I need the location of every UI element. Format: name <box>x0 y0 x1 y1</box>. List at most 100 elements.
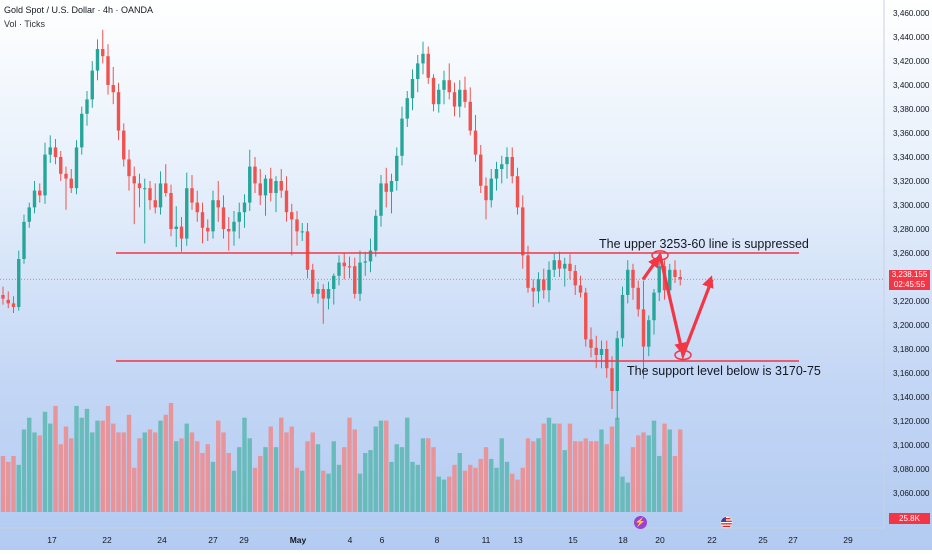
volume-bar <box>368 450 373 512</box>
candle-body <box>515 176 520 208</box>
price-axis-label: 3,300.000 <box>893 201 930 210</box>
arrow-head-up-first <box>648 255 660 269</box>
time-axis-label: 22 <box>707 535 717 545</box>
candle-body <box>426 53 430 78</box>
volume-bar <box>263 447 268 512</box>
candle-body <box>116 92 121 131</box>
candle-body <box>389 181 394 192</box>
time-axis-label: 20 <box>655 535 665 545</box>
candle-body <box>200 212 205 228</box>
candle-body <box>468 101 472 131</box>
candle-body <box>458 89 462 107</box>
volume-bar <box>142 432 147 512</box>
candle-body <box>90 70 94 100</box>
candle-body <box>211 200 215 232</box>
volume-indicator-label[interactable]: Vol · Ticks <box>4 19 46 29</box>
price-axis-label: 3,420.000 <box>893 57 930 66</box>
volume-bar <box>410 461 415 512</box>
volume-bar <box>216 420 221 512</box>
symbol-title[interactable]: Gold Spot / U.S. Dollar · 4h · OANDA <box>4 5 154 15</box>
candle-body <box>316 289 320 294</box>
candle-body <box>636 287 640 310</box>
volume-bar <box>468 464 473 512</box>
volume-bar <box>352 429 357 512</box>
candle-body <box>216 200 220 208</box>
volume-bar <box>489 458 494 512</box>
candle-body <box>395 155 399 181</box>
candle-body <box>59 157 63 174</box>
volume-bar <box>42 411 48 512</box>
candle-body <box>305 231 310 270</box>
candle-body <box>505 157 509 165</box>
volume-bar <box>415 464 420 512</box>
volume-bar <box>79 417 84 512</box>
volume-bar <box>32 432 37 512</box>
candle-body <box>111 85 115 93</box>
volume-bar <box>242 417 247 512</box>
volume-bar <box>452 464 457 512</box>
volume-bar <box>552 423 557 512</box>
candle-body <box>442 80 446 90</box>
volume-bar <box>111 423 116 512</box>
volume-bar <box>168 402 174 512</box>
us-flag-icon[interactable] <box>720 516 733 529</box>
time-axis-label: 11 <box>482 535 491 545</box>
volume-bar <box>179 438 184 512</box>
candle-body <box>473 130 478 155</box>
candle-body <box>521 207 525 256</box>
candle-body <box>263 178 268 196</box>
arrow-head-up-final <box>702 275 714 289</box>
price-axis-label: 3,180.000 <box>893 345 930 354</box>
volume-bar <box>121 432 126 512</box>
volume-bar <box>573 441 578 512</box>
candle-body <box>143 188 147 190</box>
volume-bar <box>84 408 90 512</box>
candle-body <box>641 309 646 347</box>
volume-bar <box>651 420 657 512</box>
volume-bar <box>231 470 237 512</box>
candle-body <box>69 178 73 189</box>
volume-bar <box>336 464 342 512</box>
time-axis-label: 15 <box>568 535 578 545</box>
candle-body <box>347 266 352 268</box>
volume-bar <box>105 405 111 512</box>
volume-bar <box>95 420 100 512</box>
volume-bar <box>494 467 499 512</box>
volume-bar <box>11 456 16 512</box>
volume-bar <box>21 429 27 512</box>
volume-bar <box>672 456 678 512</box>
volume-bar <box>636 435 641 512</box>
volume-bar <box>69 438 74 512</box>
volume-bar <box>536 438 541 512</box>
candle-body <box>48 147 52 155</box>
volume-bar <box>315 444 321 512</box>
candle-body <box>547 269 551 291</box>
volume-bar <box>221 432 226 512</box>
candle-body <box>620 295 625 339</box>
candle-body <box>242 202 247 213</box>
candle-body <box>421 53 425 64</box>
candle-body <box>353 266 357 294</box>
price-axis-label: 3,460.000 <box>893 9 930 18</box>
candle-body <box>206 227 210 232</box>
volume-bar <box>6 461 11 512</box>
candle-body <box>557 260 562 269</box>
volume-bar <box>226 453 231 512</box>
candle-body <box>321 289 325 299</box>
candle-body <box>174 226 178 229</box>
candle-body <box>227 229 231 232</box>
candle-body <box>437 89 441 105</box>
volume-bar <box>247 438 252 512</box>
volume-bar <box>620 476 625 512</box>
volume-bar <box>300 470 305 512</box>
lightning-icon[interactable]: ⚡ <box>634 516 647 529</box>
volume-bar <box>273 447 279 512</box>
volume-bar <box>53 405 58 512</box>
volume-bar <box>499 438 504 512</box>
time-axis-label: 13 <box>513 535 523 545</box>
price-axis-label: 3,260.000 <box>893 249 930 258</box>
volume-bar <box>399 447 405 512</box>
volume-bar <box>588 441 594 512</box>
volume-bar <box>100 420 105 512</box>
